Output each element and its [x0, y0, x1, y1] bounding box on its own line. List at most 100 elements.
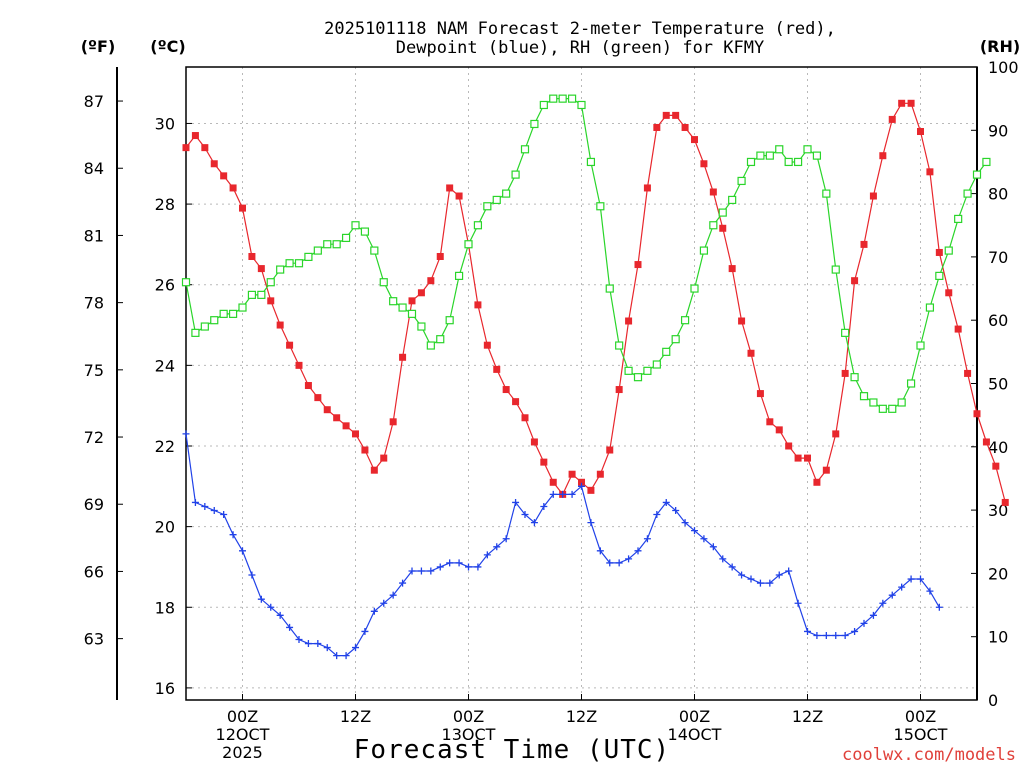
2-meter-temperature-point	[973, 410, 981, 418]
2-meter-temperature-point	[945, 289, 953, 297]
rh-point	[784, 157, 793, 167]
rh-point	[558, 94, 567, 103]
rh-point	[266, 278, 275, 287]
dewpoint-point	[559, 490, 567, 498]
2-meter-temperature-point	[578, 478, 585, 486]
rh-point	[520, 145, 530, 154]
2-meter-temperature-point	[210, 160, 218, 168]
2-meter-temperature-point	[747, 349, 755, 357]
dewpoint-point	[512, 498, 520, 506]
rh-point	[869, 398, 878, 407]
dewpoint-point	[210, 507, 218, 515]
dewpoint-point	[399, 579, 407, 587]
dewpoint-point	[568, 490, 576, 498]
dewpoint-point	[191, 498, 199, 506]
rh-point	[549, 94, 558, 103]
celsius-tick-label: 26	[155, 276, 175, 295]
rh-point	[464, 240, 473, 249]
time-tick-label: 13OCT	[442, 725, 496, 744]
rh-point	[445, 316, 454, 325]
2-meter-temperature-point	[220, 172, 228, 180]
2-meter-temperature-point	[841, 369, 849, 377]
dewpoint-point	[794, 599, 802, 607]
rh-point	[219, 309, 228, 318]
dewpoint-point	[530, 519, 538, 527]
dewpoint-point	[446, 559, 454, 567]
dewpoint-point	[286, 623, 294, 631]
2-meter-temperature-point	[888, 115, 896, 123]
rh-point	[473, 221, 483, 230]
2-meter-temperature-point	[606, 446, 614, 454]
rh-point	[596, 202, 605, 211]
dewpoint-point	[625, 555, 633, 563]
dewpoint-point	[756, 579, 764, 587]
dewpoint-point	[361, 627, 369, 635]
rh-point	[756, 151, 765, 160]
rh-point	[389, 297, 398, 306]
2-meter-temperature-point	[804, 454, 811, 462]
dewpoint-series	[182, 430, 943, 660]
2-meter-temperature-point	[615, 386, 623, 394]
rh-tick-label: 10	[988, 628, 1008, 647]
time-tick-label: 00Z	[227, 707, 258, 726]
rh-point	[775, 145, 784, 154]
2-meter-temperature-point	[794, 454, 802, 462]
rh-tick-label: 90	[988, 121, 1008, 140]
2-meter-temperature-point	[314, 394, 322, 402]
2-meter-temperature-point	[587, 486, 595, 494]
fahrenheit-tick-label: 87	[84, 92, 104, 111]
2-meter-temperature-point	[399, 353, 407, 361]
dewpoint-point	[662, 498, 670, 506]
rh-point	[200, 322, 209, 331]
rh-point	[454, 271, 464, 280]
rh-point	[822, 189, 831, 198]
rh-point	[944, 246, 953, 255]
source-credit: coolwx.com/models	[842, 745, 1016, 765]
dewpoint-point	[417, 567, 425, 575]
2-meter-temperature-point	[530, 438, 538, 446]
celsius-tick-label: 24	[155, 356, 175, 375]
2-meter-temperature-point	[992, 462, 1000, 470]
rh-point	[502, 189, 511, 198]
rh-point	[831, 265, 840, 274]
time-tick-label: 2025	[222, 743, 263, 762]
rh-point	[982, 157, 991, 167]
dewpoint-point	[229, 531, 237, 539]
2-meter-temperature-point	[756, 390, 764, 398]
dewpoint-point	[474, 563, 482, 571]
rh-point	[417, 322, 426, 331]
2-meter-temperature-point	[276, 321, 284, 329]
dewpoint-point	[935, 603, 943, 611]
rh-point	[398, 303, 407, 312]
rh-point	[812, 151, 822, 160]
rh-point	[624, 366, 633, 375]
rh-point	[586, 157, 596, 167]
2-meter-temperature-point	[898, 99, 906, 107]
2-meter-temperature-point	[954, 325, 962, 333]
fahrenheit-tick-label: 81	[84, 226, 104, 245]
dewpoint-point	[248, 571, 256, 579]
rh-point	[294, 259, 304, 268]
rh-point	[341, 233, 351, 243]
rh-point	[916, 341, 925, 350]
dewpoint-point	[691, 527, 698, 535]
2-meter-temperature-point	[493, 365, 501, 373]
rh-point	[351, 221, 360, 230]
chart-title-line-1: 2025101118 NAM Forecast 2-meter Temperat…	[324, 19, 836, 39]
rh-point	[577, 100, 586, 110]
dewpoint-point	[615, 559, 623, 567]
dewpoint-point	[333, 652, 341, 660]
celsius-tick-label: 18	[155, 598, 175, 617]
2-meter-temperature-point	[719, 224, 727, 232]
rh-tick-label: 80	[988, 185, 1008, 204]
rh-point	[680, 316, 690, 325]
dewpoint-point	[926, 587, 934, 595]
fahrenheit-unit-label: (ºF)	[81, 37, 116, 56]
2-meter-temperature-point	[229, 184, 237, 192]
rh-point	[426, 341, 435, 350]
rh-point	[304, 252, 313, 261]
2-meter-temperature-line	[185, 102, 1006, 503]
2-meter-temperature-point	[352, 430, 359, 438]
2-meter-temperature-point	[342, 422, 350, 430]
